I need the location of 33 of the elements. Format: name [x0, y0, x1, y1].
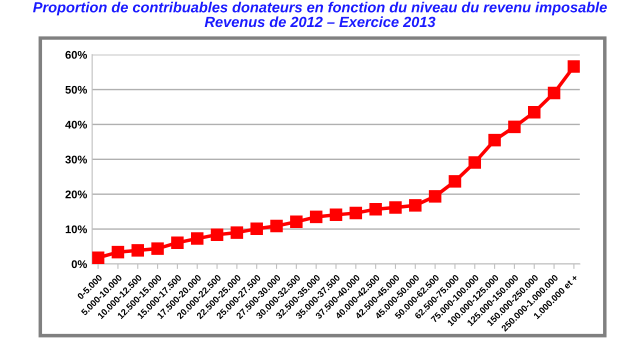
point [369, 202, 382, 216]
point [468, 156, 482, 169]
point [330, 208, 342, 222]
y-tick-label: 40% [65, 120, 88, 129]
y-tick-label: 60% [65, 50, 88, 59]
point [350, 206, 362, 220]
point [250, 222, 263, 236]
point [508, 120, 521, 134]
point [528, 106, 540, 118]
point [171, 236, 184, 249]
point [270, 220, 283, 232]
y-tick-label: 50% [65, 86, 88, 94]
point [132, 244, 144, 257]
y-tick-label: 0% [72, 260, 88, 268]
point [190, 232, 204, 245]
y-tick-label: 20% [65, 190, 88, 198]
point [210, 228, 224, 241]
point [290, 216, 303, 228]
point [488, 134, 501, 146]
point [112, 246, 124, 258]
point [389, 201, 402, 214]
point [230, 226, 244, 239]
point [448, 175, 462, 188]
point [310, 210, 322, 224]
point [548, 86, 560, 100]
chart-title: Proportion de contribuables donateurs en fonction du niveau du revenu imposable Revenus de 2012 – Exercice 2013 [33, 2, 607, 28]
point [428, 190, 442, 203]
point [409, 199, 422, 212]
y-tick-label: 10% [66, 225, 88, 234]
point [92, 251, 104, 264]
point [151, 242, 164, 255]
point [568, 60, 580, 73]
y-tick-label: 30% [65, 156, 88, 164]
